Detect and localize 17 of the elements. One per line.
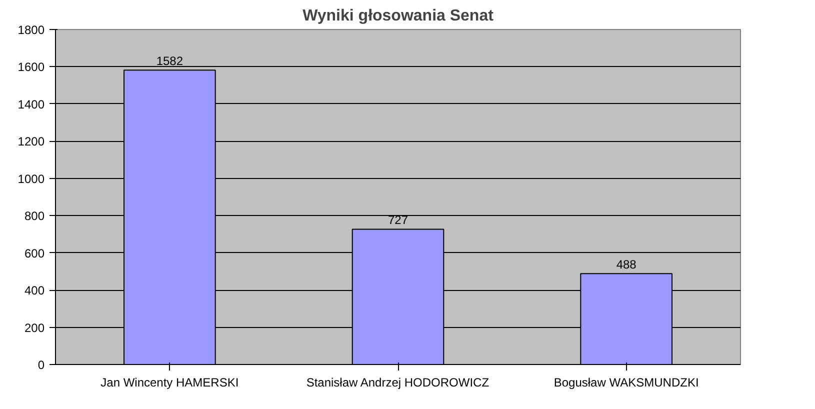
y-tick-label: 200 [24, 320, 45, 335]
data-label: 727 [388, 213, 408, 228]
y-tick-label: 1600 [18, 60, 45, 74]
data-label: 488 [616, 258, 637, 272]
y-tick-label: 1400 [18, 97, 45, 112]
y-tick-label: 1800 [18, 23, 45, 37]
y-tick-label: 0 [38, 358, 45, 372]
x-tick-label: Bogusław WAKSMUNDZKI [554, 376, 699, 390]
x-tick-label: Stanisław Andrzej HODOROWICZ [306, 376, 490, 390]
y-tick-label: 600 [24, 246, 45, 260]
data-label: 1582 [156, 54, 184, 68]
y-tick-label: 400 [24, 284, 45, 298]
y-tick-label: 1000 [18, 172, 45, 186]
y-tick-label: 800 [24, 209, 45, 224]
y-tick-label: 1200 [18, 134, 45, 149]
x-tick-label: Jan Wincenty HAMERSKI [100, 376, 239, 390]
chart-title: Wyniki głosowania Senat [302, 8, 494, 24]
